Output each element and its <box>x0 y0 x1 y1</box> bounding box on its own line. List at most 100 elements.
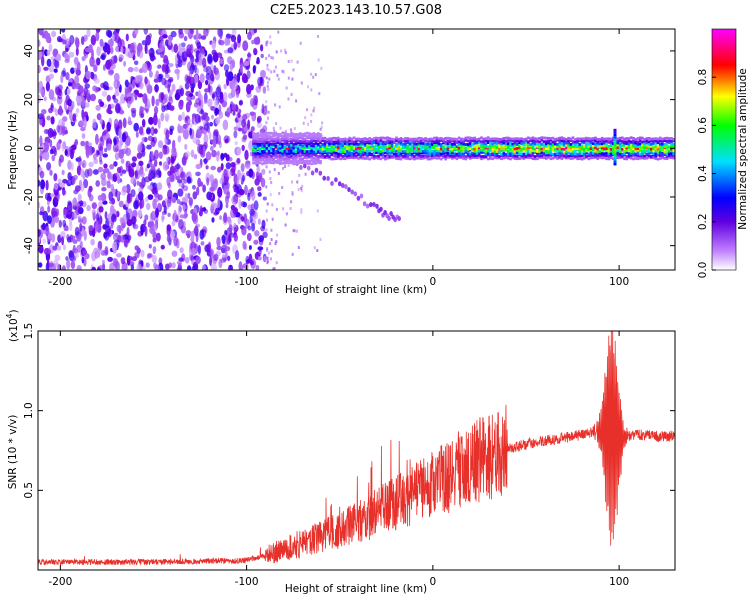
spectrogram-cell <box>477 151 481 155</box>
spectrogram-cell <box>290 156 293 160</box>
spectrogram-cell <box>623 153 626 157</box>
spectrogram-cell <box>39 211 44 216</box>
spectrogram-cell <box>415 142 418 146</box>
spectrogram-cell <box>520 156 523 160</box>
spectrogram-cell <box>310 149 313 153</box>
spectrogram-cell <box>422 146 425 150</box>
spectrogram-cell <box>381 136 385 140</box>
spectrogram-cell <box>106 94 112 102</box>
spectrogram-cell <box>233 130 238 139</box>
spectrogram-cell <box>509 137 512 141</box>
spectrogram-cell <box>313 106 316 110</box>
spectrogram-cell <box>613 155 617 159</box>
spectrogram-cell <box>377 140 380 143</box>
spectrogram-cell <box>316 209 319 213</box>
spectrogram-cell <box>181 111 185 121</box>
spectrogram-cell <box>308 152 311 155</box>
spectrogram-cell <box>270 249 273 253</box>
spectrogram-cell <box>168 96 173 105</box>
spectrogram-cell <box>254 137 257 141</box>
spectrogram-cell <box>661 147 664 151</box>
spectrogram-cell <box>426 147 430 150</box>
spectrogram-cell <box>51 30 57 38</box>
spectrogram-cell <box>471 151 474 154</box>
spectrogram-cell <box>502 139 506 142</box>
spectrogram-cell <box>370 156 374 160</box>
spectrogram-cell <box>81 256 85 264</box>
spectrogram-cell <box>317 157 320 161</box>
spectrogram-cell <box>636 145 640 148</box>
spectrogram-cell <box>137 93 144 98</box>
spectrogram-cell <box>74 36 79 46</box>
spectrogram-cell <box>252 144 255 147</box>
spectrogram-cell <box>284 129 287 133</box>
spectrogram-cell <box>366 138 369 141</box>
spectrogram-cell <box>627 154 631 158</box>
spectrogram-cell <box>549 138 553 142</box>
spectrogram-cell <box>381 142 385 146</box>
spectrogram-cell <box>455 140 459 144</box>
spectrogram-cell <box>567 146 570 150</box>
spectrogram-cell <box>328 155 331 158</box>
spectrogram-cell <box>348 139 351 143</box>
spectrogram-cell <box>270 161 273 165</box>
spectrogram-cell <box>189 29 195 34</box>
spectrogram-cell <box>310 88 313 92</box>
spectrogram-cell <box>220 163 224 171</box>
spectrogram-cell <box>384 136 387 140</box>
spectrogram-cell <box>147 172 154 179</box>
spectrogram-cell <box>650 147 653 151</box>
spectrogram-cell <box>288 145 291 149</box>
spectrogram-cell <box>522 143 526 147</box>
spectrogram-cell <box>236 157 241 164</box>
spectrogram-cell <box>609 156 613 159</box>
spectrogram-cell <box>76 265 82 270</box>
spectrogram-cell <box>589 141 593 145</box>
spectrogram-cell <box>71 162 74 171</box>
spectrogram-cell <box>118 54 124 61</box>
spectrogram-cell <box>507 139 510 143</box>
spectrogram-cell <box>645 149 649 152</box>
spectrogram-cell <box>210 201 215 210</box>
spectrogram-cell <box>600 146 604 150</box>
spectrogram-cell <box>562 144 566 148</box>
spectrogram-cell <box>536 144 539 148</box>
spectrogram-cell <box>502 149 506 152</box>
spectrogram-cell <box>118 128 122 139</box>
spectrogram-cell <box>656 150 660 153</box>
spectrogram-cell <box>388 144 392 148</box>
spectrogram-cell <box>533 151 537 154</box>
spectrogram-cell <box>659 148 662 152</box>
spectrogram-cell <box>513 147 517 151</box>
spectrogram-cell <box>549 142 553 146</box>
spectrogram-cell <box>96 57 101 66</box>
spectrogram-cell <box>141 40 147 46</box>
spectrogram-cell <box>255 36 261 45</box>
spectrogram-cell <box>431 140 434 143</box>
spectrogram-cell <box>641 152 644 156</box>
spectrogram-cell <box>471 142 474 146</box>
spectrogram-cell <box>493 152 497 156</box>
spectrogram-cell <box>323 155 327 158</box>
spectrogram-cell <box>319 145 322 148</box>
spectrogram-cell <box>129 42 135 54</box>
spectrogram-cell <box>49 139 53 148</box>
spectrogram-cell <box>287 76 290 80</box>
spectrogram-cell <box>150 151 154 161</box>
spectrogram-cell <box>272 147 275 151</box>
spectrogram-cell <box>334 140 338 144</box>
spectrogram-cell <box>439 157 443 161</box>
spectrogram-cell <box>132 223 139 230</box>
spectrogram-cell <box>613 128 617 132</box>
spectrogram-cell <box>195 91 199 97</box>
spectrogram-cell <box>195 58 199 63</box>
spectrogram-cell <box>466 136 470 140</box>
spectrogram-cell <box>399 139 403 143</box>
spectrogram-cell <box>518 157 521 160</box>
spectrogram-cell <box>289 207 292 210</box>
spectrogram-cell <box>580 137 584 141</box>
spectrogram-cell <box>495 156 499 160</box>
spectrogram-cell <box>156 64 161 70</box>
spectrogram-cell <box>511 156 515 159</box>
spectrogram-cell <box>133 200 139 210</box>
